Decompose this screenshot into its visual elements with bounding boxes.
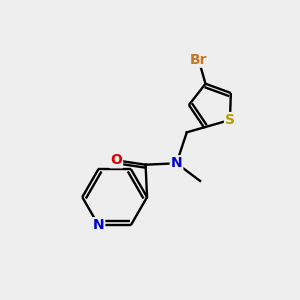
- Text: N: N: [93, 218, 104, 232]
- Text: S: S: [225, 113, 235, 127]
- Text: O: O: [110, 153, 122, 167]
- Text: N: N: [171, 156, 182, 170]
- Text: Br: Br: [190, 53, 207, 67]
